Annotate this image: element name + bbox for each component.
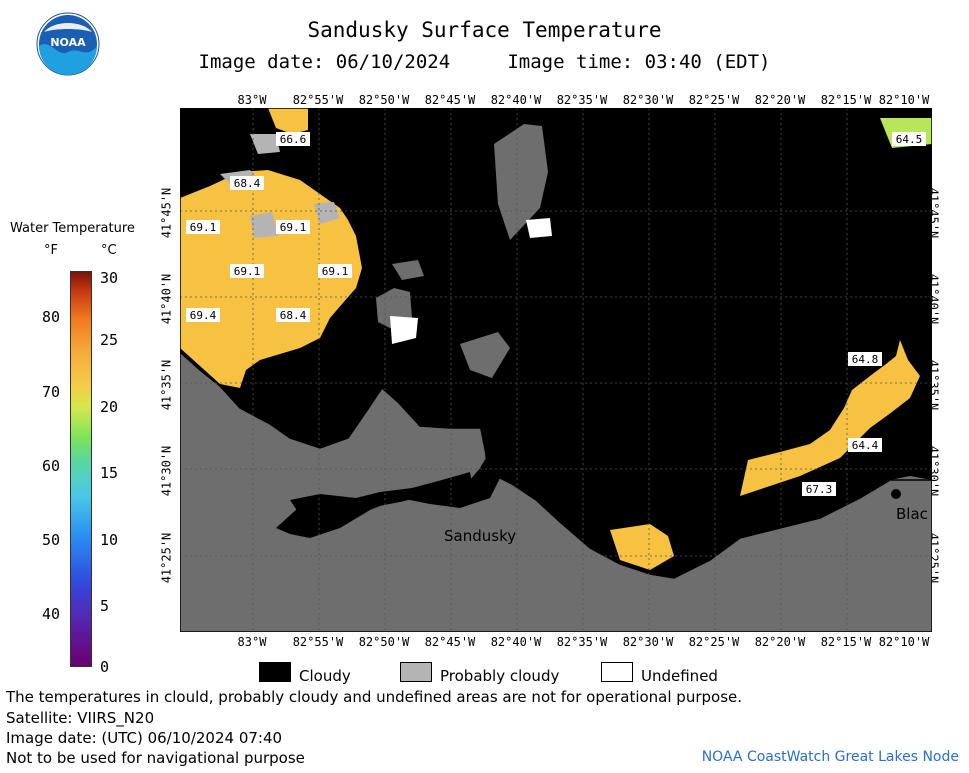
lon-tick-top: 83°W: [237, 93, 267, 107]
lon-tick-top: 82°20'W: [754, 93, 806, 107]
celsius-tick: 20: [100, 398, 119, 416]
cloudy-swatch: [259, 662, 291, 682]
temp-label: 66.6: [280, 133, 307, 146]
lon-tick-bottom: 82°50'W: [358, 635, 410, 649]
probably-cloudy-island: [494, 124, 548, 240]
city-marker: [891, 489, 901, 499]
fahrenheit-tick: 40: [41, 605, 60, 623]
lon-tick-top: 82°50'W: [358, 93, 410, 107]
warm-water-nw: [268, 108, 308, 134]
lon-tick-top: 82°35'W: [556, 93, 608, 107]
temp-label: 64.4: [852, 439, 879, 452]
legend-title: Water Temperature: [10, 221, 135, 236]
lon-tick-bottom: 82°25'W: [688, 635, 740, 649]
lon-tick-bottom: 82°20'W: [754, 635, 806, 649]
disclaimer-text: The temperatures in clould, probably clo…: [6, 688, 743, 706]
temp-label: 68.4: [234, 177, 261, 190]
warm-water-south: [610, 524, 674, 570]
celsius-tick: 0: [100, 658, 110, 676]
lat-tick-left: 41°45'N: [159, 187, 174, 239]
probably-cloudy-nw: [250, 134, 280, 154]
warm-water-west: [180, 170, 362, 388]
lon-tick-top: 82°25'W: [688, 93, 740, 107]
fahrenheit-tick: 70: [41, 383, 60, 401]
lon-tick-top: 82°10'W: [878, 93, 930, 107]
image-date-time: Image date: 06/10/2024 Image time: 03:40…: [198, 51, 771, 73]
lon-tick-bottom: 82°45'W: [424, 635, 476, 649]
celsius-tick: 15: [100, 464, 119, 482]
probably-cloudy-patch: [250, 212, 278, 238]
lon-tick-bottom: 82°10'W: [878, 635, 930, 649]
celsius-tick: 30: [100, 269, 119, 287]
probably-cloudy-island: [460, 332, 510, 378]
navigation-warning: Not to be used for navigational purpose: [6, 749, 305, 767]
undefined-swatch: [601, 662, 633, 682]
temperature-map: 66.6 68.4 69.1 69.1 69.1 69.1 69.4 68.4 …: [180, 108, 932, 632]
logo-text: NOAA: [50, 36, 86, 49]
fahrenheit-tick: 60: [41, 457, 60, 475]
undefined-patch: [526, 218, 552, 238]
lon-tick-top: 82°40'W: [490, 93, 542, 107]
utc-date-text: Image date: (UTC) 06/10/2024 07:40: [6, 729, 283, 747]
celsius-tick: 25: [100, 331, 119, 349]
graticule: [180, 108, 932, 632]
lon-tick-top: 82°45'W: [424, 93, 476, 107]
probably-cloudy-swatch: [400, 662, 432, 682]
lon-tick-bottom: 82°30'W: [622, 635, 674, 649]
celsius-tick: 10: [100, 531, 119, 549]
lat-tick-left: 41°35'N: [159, 359, 174, 411]
temp-label: 69.1: [322, 265, 349, 278]
fahrenheit-tick: 50: [41, 531, 60, 549]
temp-label: 67.3: [806, 483, 833, 496]
lon-tick-top: 82°15'W: [820, 93, 872, 107]
temp-label: 69.4: [190, 309, 217, 322]
lon-tick-bottom: 82°35'W: [556, 635, 608, 649]
unit-celsius: °C: [101, 243, 117, 258]
probably-cloudy-island: [392, 260, 424, 280]
lon-tick-bottom: 82°15'W: [820, 635, 872, 649]
sandusky-bay: [290, 472, 472, 516]
lon-tick-bottom: 82°40'W: [490, 635, 542, 649]
fahrenheit-tick: 80: [41, 308, 60, 326]
lat-tick-left: 41°25'N: [159, 532, 174, 584]
land-mass: [180, 352, 932, 632]
celsius-tick: 5: [100, 597, 110, 615]
cloudy-label: Cloudy: [299, 667, 351, 685]
temp-label: 69.1: [234, 265, 261, 278]
temp-label: 64.5: [896, 133, 923, 146]
lon-tick-bottom: 82°55'W: [292, 635, 344, 649]
temp-label: 64.8: [852, 353, 879, 366]
lat-tick-left: 41°40'N: [159, 273, 174, 325]
satellite-text: Satellite: VIIRS_N20: [6, 709, 155, 727]
place-label-black: Blac: [896, 505, 928, 523]
warm-water-east: [740, 340, 920, 496]
temp-label: 69.1: [280, 221, 307, 234]
place-label-sandusky: Sandusky: [444, 527, 516, 545]
lon-tick-top: 82°55'W: [292, 93, 344, 107]
temp-label: 68.4: [280, 309, 307, 322]
noaa-logo: NOAA: [36, 12, 100, 76]
page-title: Sandusky Surface Temperature: [307, 18, 662, 42]
probably-cloudy-patch: [314, 202, 340, 224]
lat-tick-left: 41°30'N: [159, 445, 174, 497]
probably-cloudy-label: Probably cloudy: [440, 667, 560, 685]
lon-tick-top: 82°30'W: [622, 93, 674, 107]
unit-fahrenheit: °F: [44, 243, 58, 258]
undefined-label: Undefined: [641, 667, 718, 685]
credit-text: NOAA CoastWatch Great Lakes Node: [701, 749, 959, 765]
temperature-colorbar: [70, 271, 92, 667]
temp-label: 69.1: [190, 221, 217, 234]
undefined-patch: [390, 316, 418, 344]
lon-tick-bottom: 83°W: [237, 635, 267, 649]
